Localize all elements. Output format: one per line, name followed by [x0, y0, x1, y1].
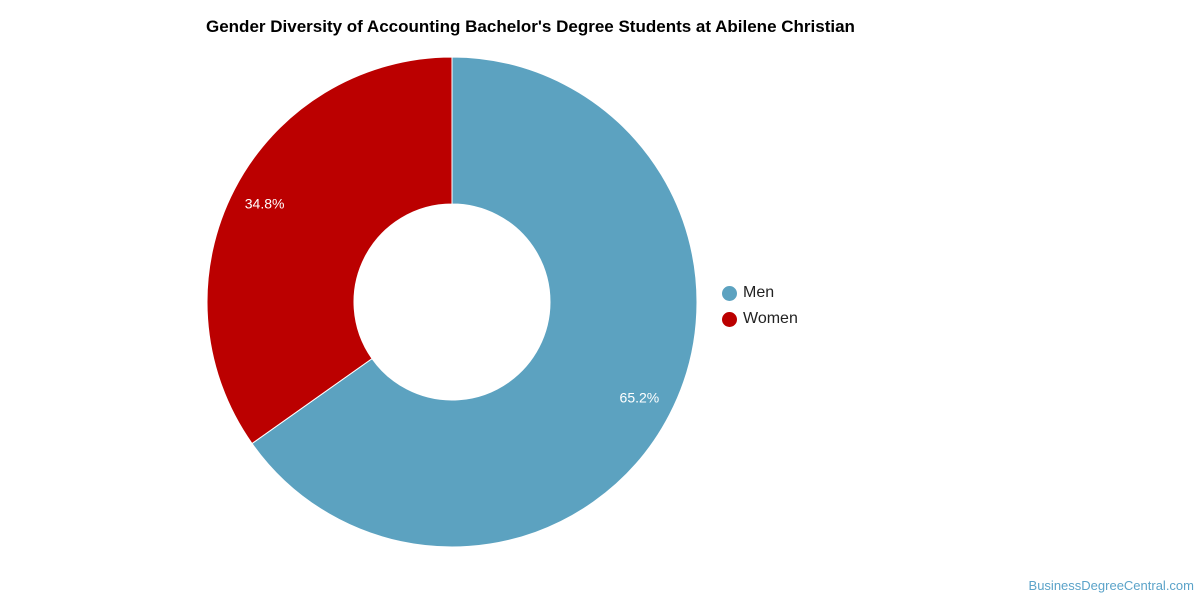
donut-labels: 65.2% 34.8% [245, 196, 659, 406]
chart-title: Gender Diversity of Accounting Bachelor'… [206, 17, 855, 36]
donut-slices [206, 56, 698, 548]
legend-label-women: Women [743, 310, 798, 327]
slice-label-men: 65.2% [620, 390, 660, 406]
slice-women[interactable] [206, 56, 453, 445]
watermark[interactable]: BusinessDegreeCentral.com [1028, 578, 1194, 593]
legend-item-men[interactable]: Men [722, 280, 798, 306]
slice-label-women: 34.8% [245, 196, 285, 212]
legend-label-men: Men [743, 284, 775, 301]
legend: Men Women [722, 280, 798, 332]
legend-item-women[interactable]: Women [722, 306, 798, 332]
slice-men[interactable] [251, 56, 698, 548]
legend-swatch-women [722, 311, 737, 327]
legend-swatch-men [722, 285, 737, 301]
